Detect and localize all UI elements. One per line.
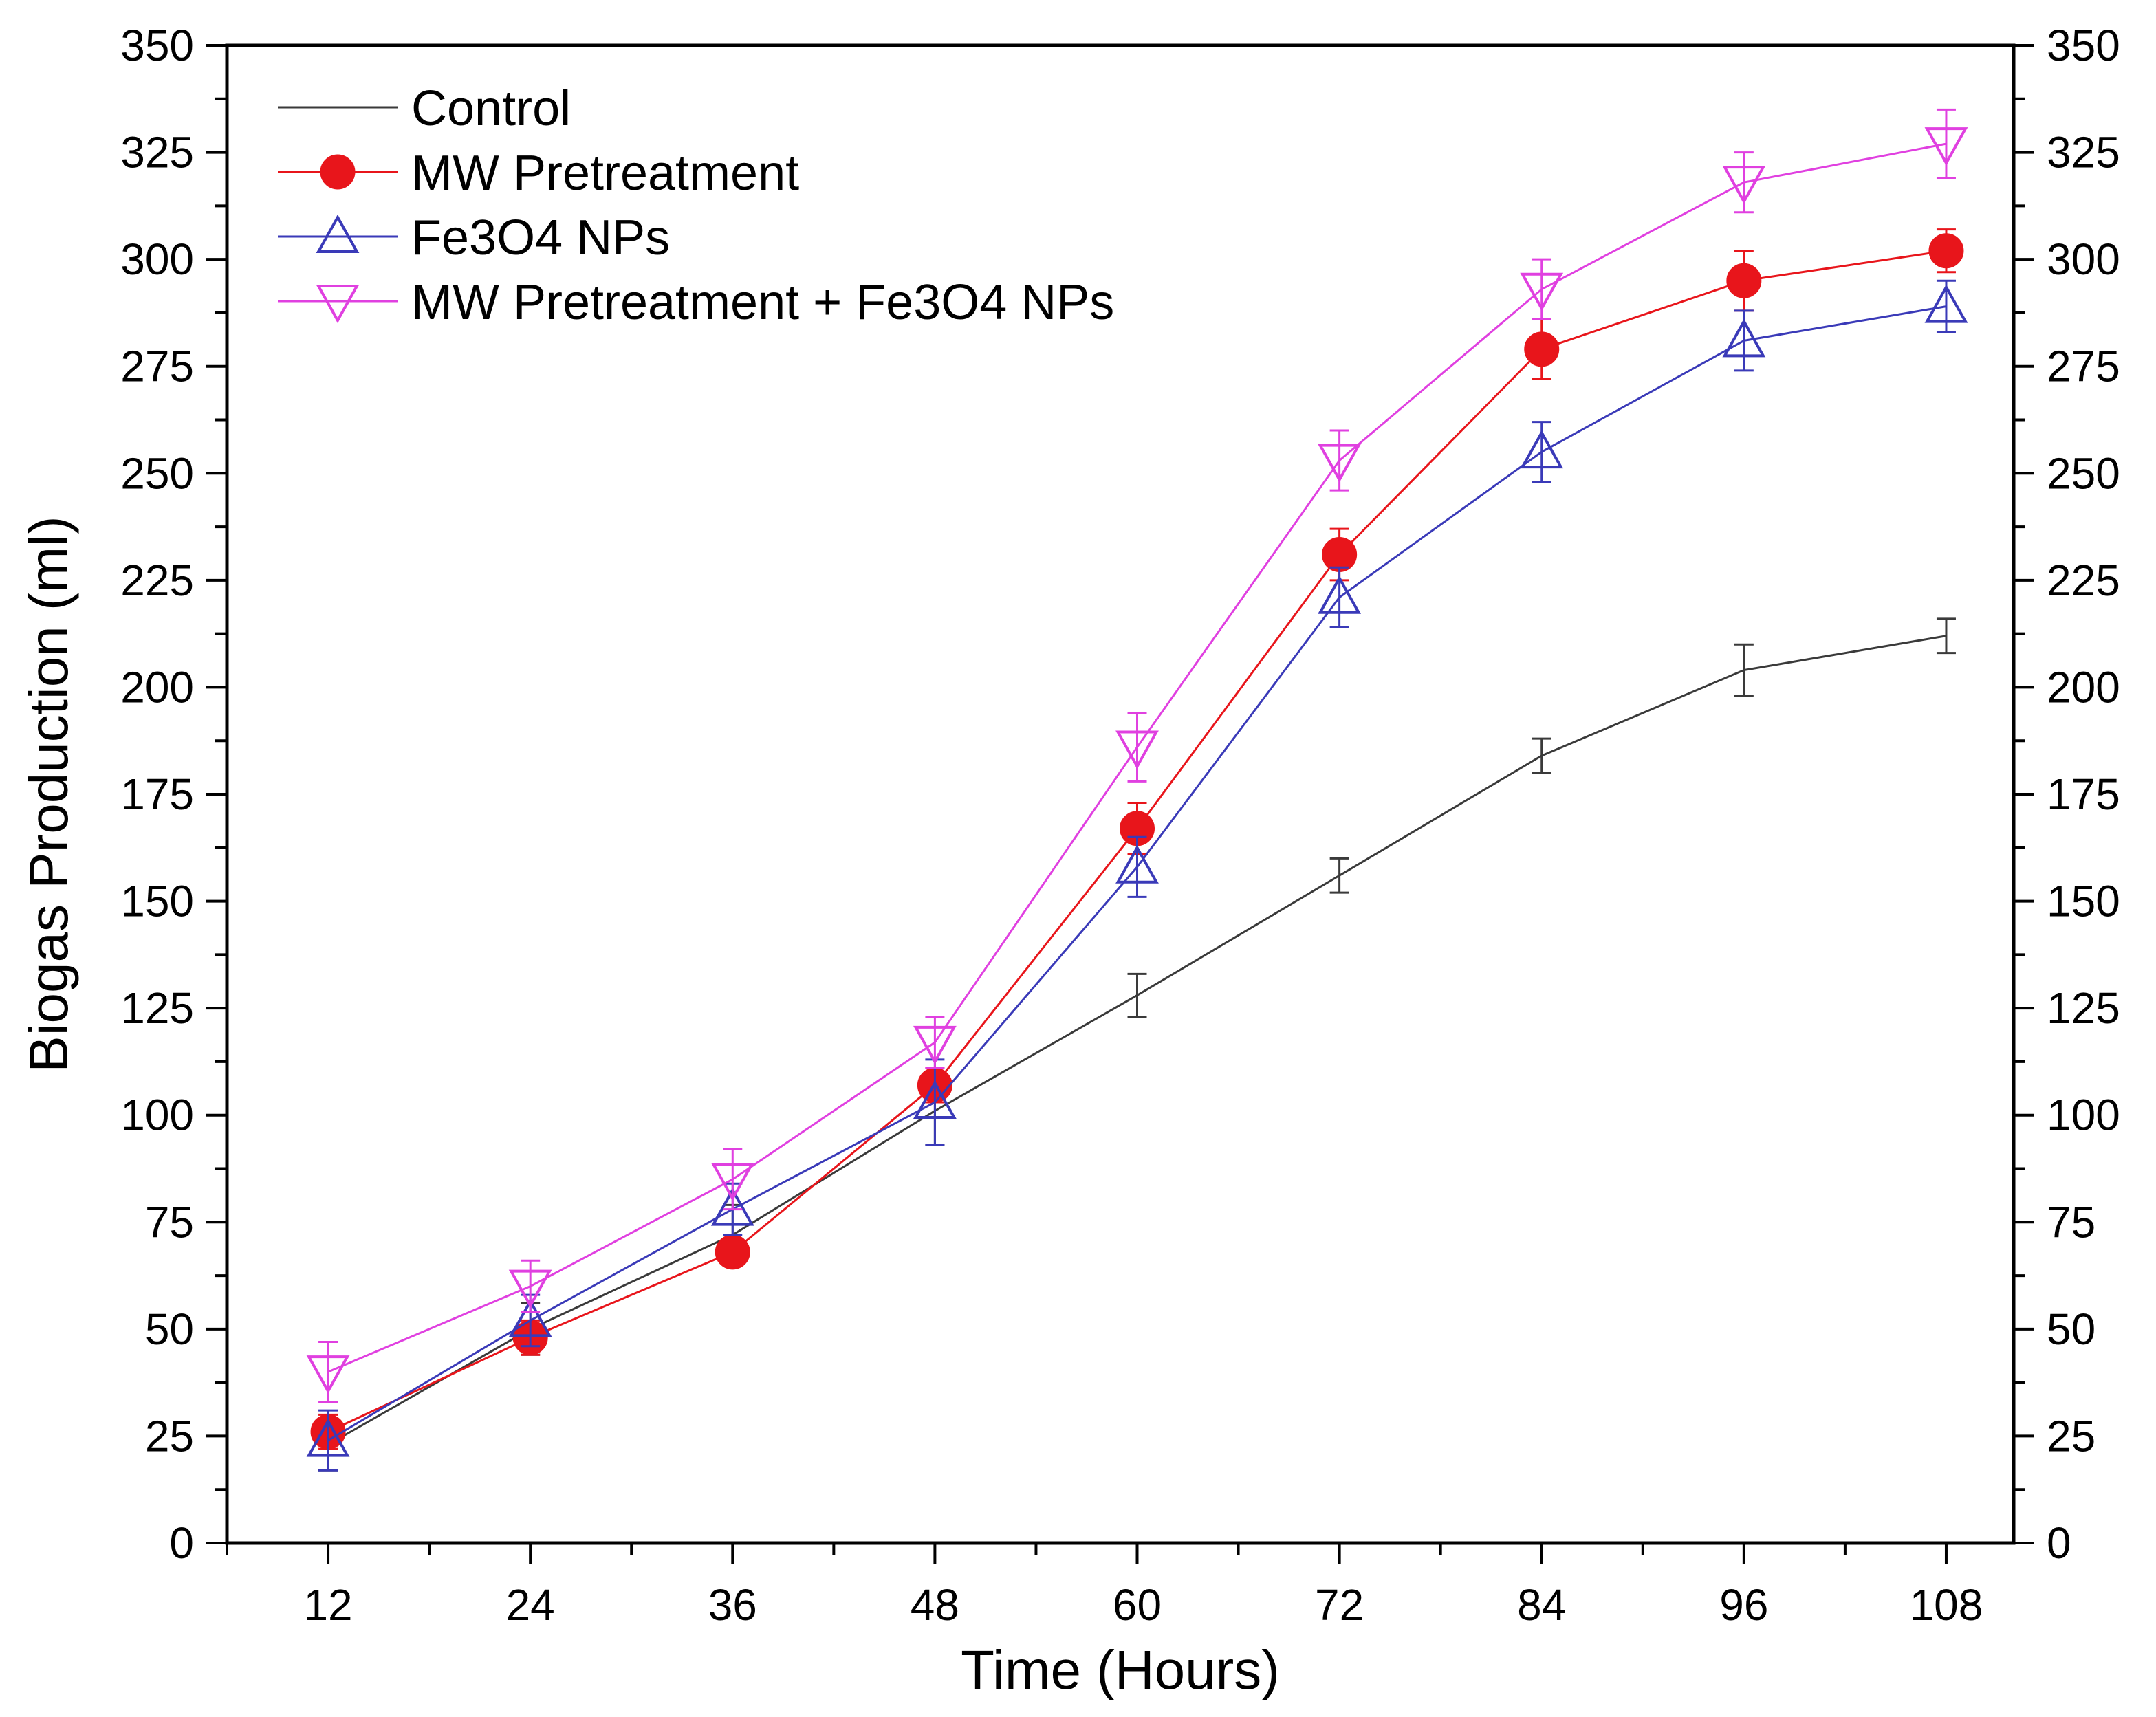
y-tick-label-right: 250 bbox=[2047, 448, 2120, 498]
y-tick-label-right: 275 bbox=[2047, 342, 2120, 391]
legend-item: Control bbox=[278, 81, 571, 136]
data-point bbox=[1722, 166, 1766, 205]
y-tick-label-left: 75 bbox=[145, 1197, 194, 1247]
data-point bbox=[1318, 575, 1362, 614]
legend-swatch-marker bbox=[320, 154, 356, 190]
data-point bbox=[1722, 318, 1766, 358]
axes-layer: 0 0 25 25 50 50 75 75 100 100 125 125 150 150 175 175 20… bbox=[18, 21, 2120, 1700]
x-tick-label: 60 bbox=[1113, 1580, 1162, 1630]
series-3 bbox=[306, 108, 1968, 1403]
legend-label: MW Pretreatment + Fe3O4 NPs bbox=[411, 275, 1114, 330]
y-tick-label-right: 0 bbox=[2047, 1518, 2071, 1568]
data-point bbox=[1520, 272, 1564, 311]
data-point bbox=[1115, 844, 1159, 884]
y-tick-label-left: 0 bbox=[169, 1518, 194, 1568]
legend-label: Control bbox=[411, 81, 571, 136]
y-tick-label-left: 25 bbox=[145, 1411, 194, 1461]
data-point bbox=[710, 1187, 754, 1226]
data-point bbox=[715, 1234, 750, 1270]
data-point bbox=[1115, 730, 1159, 769]
y-tick-label-left: 250 bbox=[120, 448, 194, 498]
y-tick-label-left: 300 bbox=[120, 234, 194, 284]
y-tick-label-right: 75 bbox=[2047, 1197, 2095, 1247]
y-tick-label-left: 100 bbox=[120, 1091, 194, 1140]
y-tick-label-right: 150 bbox=[2047, 877, 2120, 926]
data-point bbox=[1318, 444, 1362, 483]
x-tick-label: 72 bbox=[1315, 1580, 1364, 1630]
y-axis-title: Biogas Production (ml) bbox=[18, 516, 79, 1072]
series-2 bbox=[306, 279, 1968, 1472]
y-tick-label-right: 175 bbox=[2047, 769, 2120, 819]
data-point bbox=[1524, 331, 1560, 367]
data-point bbox=[508, 1269, 552, 1309]
x-tick-label: 12 bbox=[303, 1580, 352, 1630]
x-tick-label: 108 bbox=[1910, 1580, 1983, 1630]
x-axis-title: Time (Hours) bbox=[961, 1639, 1280, 1700]
legend-item: MW Pretreatment bbox=[278, 146, 799, 201]
legend-label: Fe3O4 NPs bbox=[411, 210, 670, 265]
data-point bbox=[1924, 284, 1968, 323]
x-tick-label: 84 bbox=[1517, 1580, 1566, 1630]
legend-label: MW Pretreatment bbox=[411, 146, 799, 201]
legend-swatch-marker bbox=[316, 214, 360, 253]
legend-item: Fe3O4 NPs bbox=[278, 210, 670, 265]
data-point bbox=[1726, 263, 1762, 298]
x-tick-label: 36 bbox=[708, 1580, 757, 1630]
y-tick-label-left: 150 bbox=[120, 877, 194, 926]
y-tick-label-right: 300 bbox=[2047, 234, 2120, 284]
y-tick-label-left: 175 bbox=[120, 769, 194, 819]
legend-item: MW Pretreatment + Fe3O4 NPs bbox=[278, 275, 1114, 330]
y-tick-label-right: 225 bbox=[2047, 556, 2120, 605]
x-tick-label: 24 bbox=[506, 1580, 555, 1630]
data-point bbox=[1322, 537, 1358, 573]
data-point bbox=[710, 1163, 754, 1202]
series-layer bbox=[306, 108, 1968, 1472]
data-point bbox=[306, 1418, 350, 1457]
y-tick-label-right: 350 bbox=[2047, 21, 2120, 70]
data-point bbox=[1928, 233, 1964, 269]
y-tick-label-left: 225 bbox=[120, 556, 194, 605]
legend: Control MW Pretreatment Fe3O4 NPs MW Pretre… bbox=[278, 81, 1114, 330]
y-tick-label-left: 200 bbox=[120, 662, 194, 712]
legend-swatch-marker bbox=[316, 285, 360, 324]
x-tick-label: 96 bbox=[1719, 1580, 1768, 1630]
y-tick-label-right: 125 bbox=[2047, 983, 2120, 1033]
y-tick-label-left: 350 bbox=[120, 21, 194, 70]
data-point bbox=[1520, 430, 1564, 469]
y-tick-label-left: 50 bbox=[145, 1304, 194, 1354]
data-point bbox=[913, 1025, 957, 1065]
y-tick-label-right: 50 bbox=[2047, 1304, 2095, 1354]
x-tick-label: 48 bbox=[911, 1580, 959, 1630]
y-tick-label-right: 100 bbox=[2047, 1091, 2120, 1140]
data-point bbox=[306, 1355, 350, 1395]
data-point bbox=[1924, 127, 1968, 166]
y-tick-label-right: 325 bbox=[2047, 128, 2120, 177]
y-tick-label-left: 275 bbox=[120, 342, 194, 391]
y-tick-label-left: 325 bbox=[120, 128, 194, 177]
y-tick-label-left: 125 bbox=[120, 983, 194, 1033]
y-tick-label-right: 200 bbox=[2047, 662, 2120, 712]
y-tick-label-right: 25 bbox=[2047, 1411, 2095, 1461]
data-point bbox=[913, 1080, 957, 1119]
data-point bbox=[508, 1298, 552, 1337]
